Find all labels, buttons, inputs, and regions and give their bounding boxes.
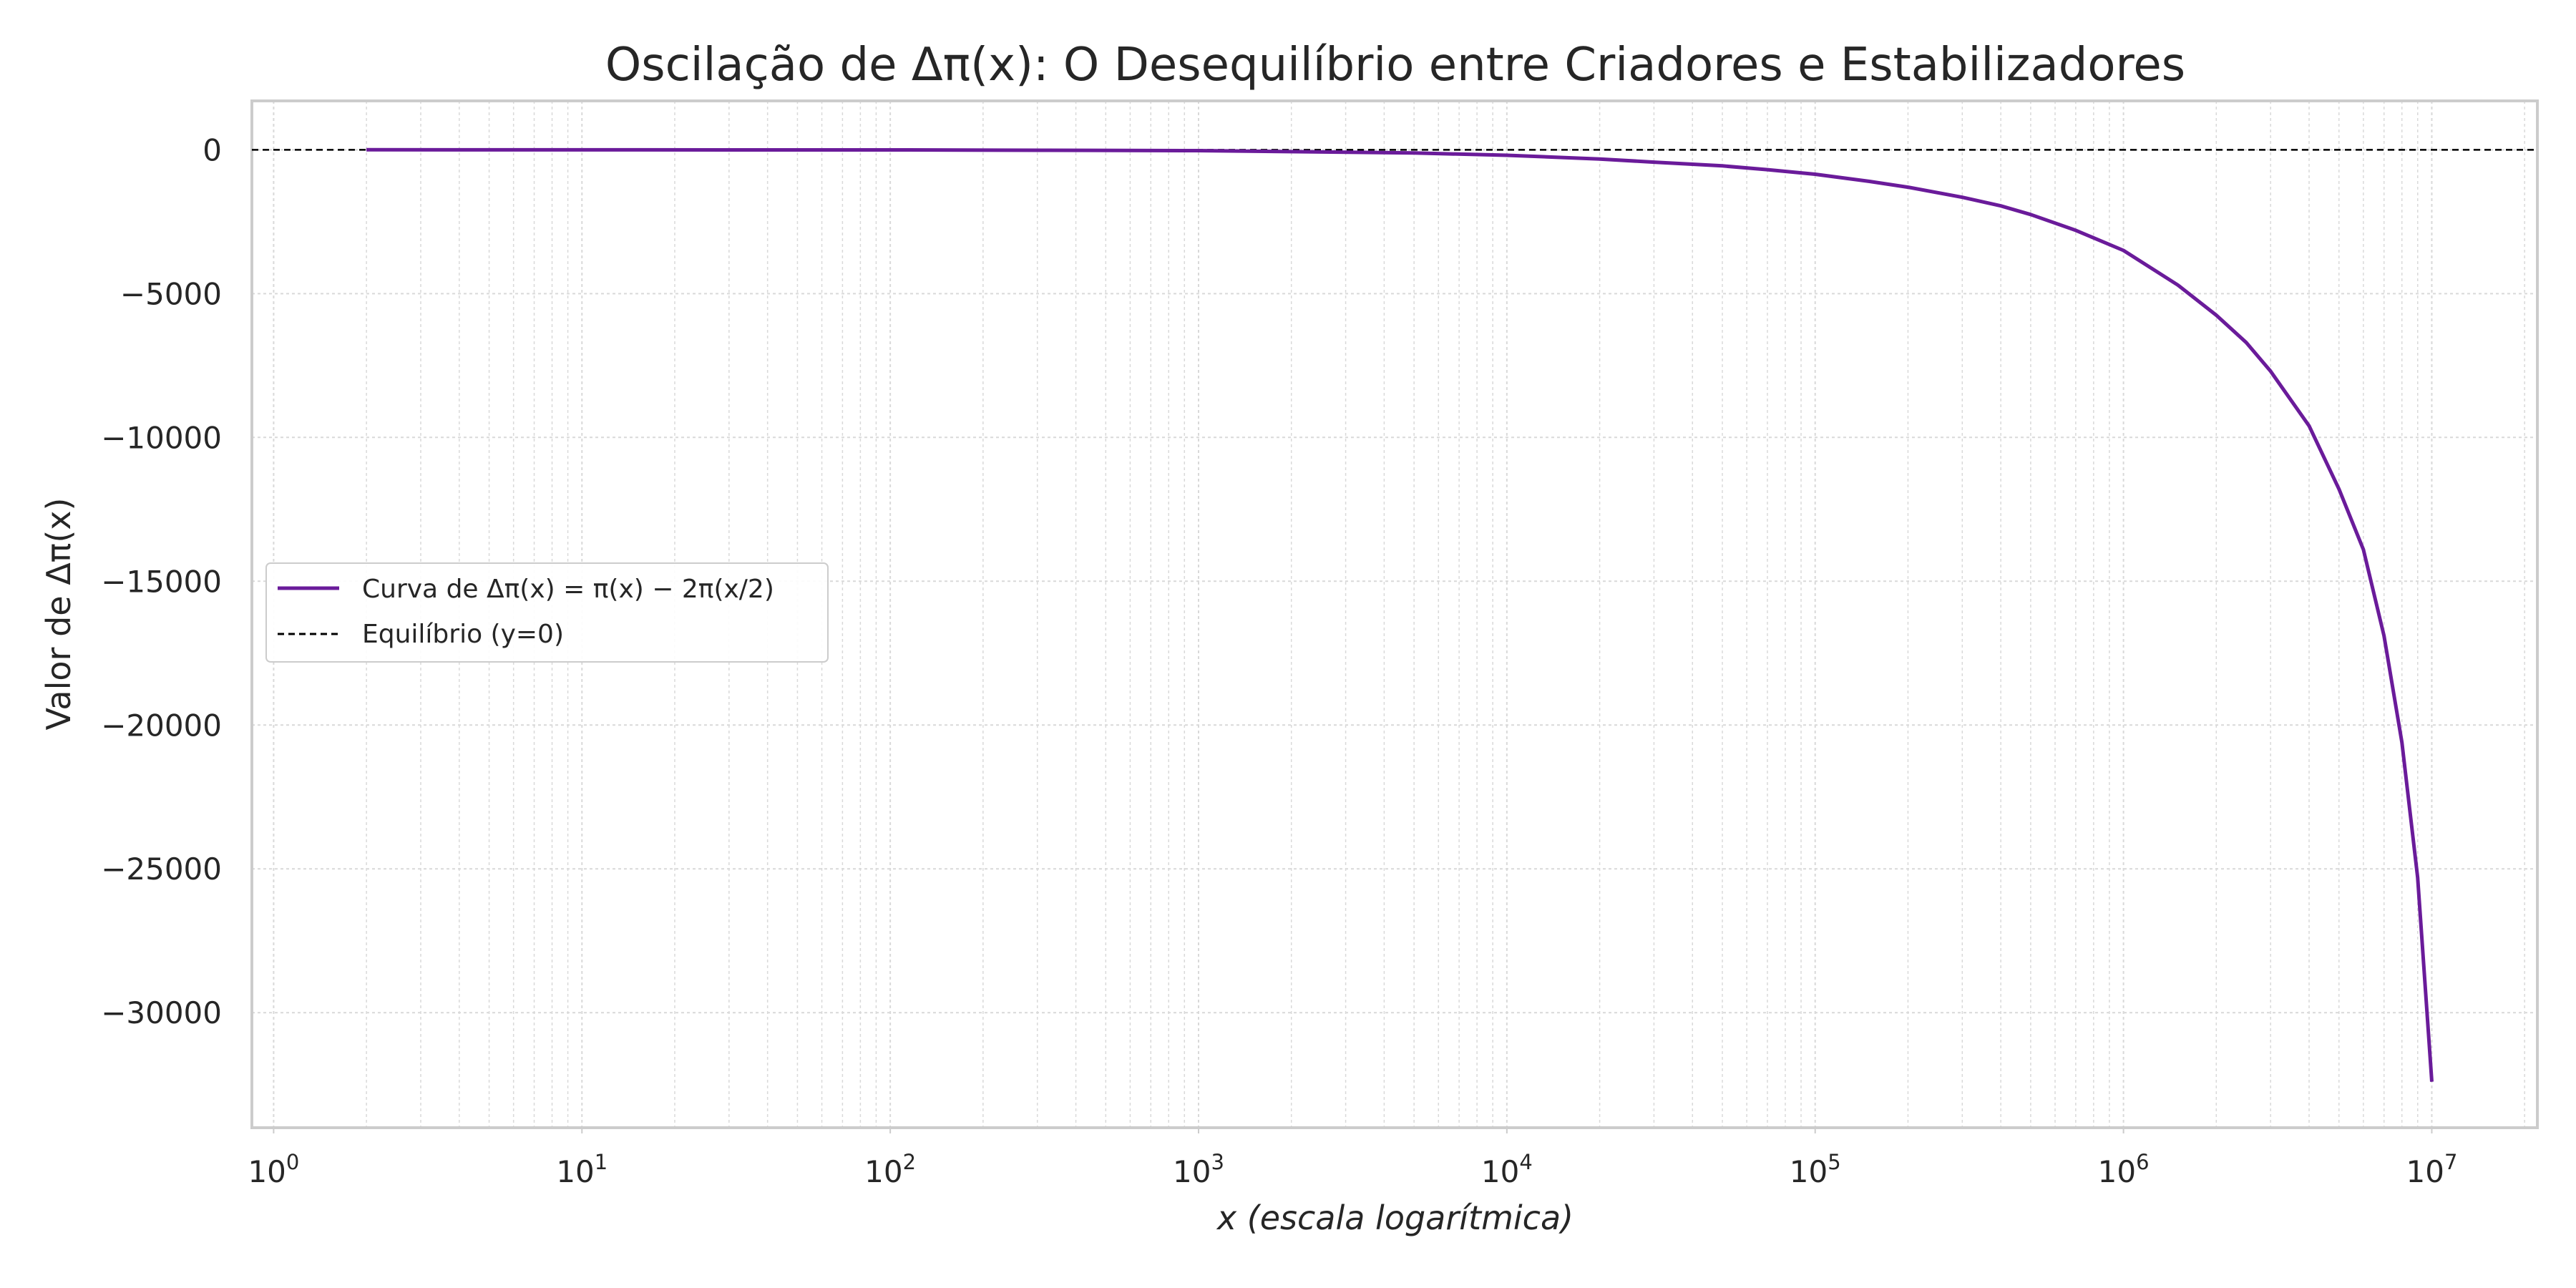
data-point — [2417, 877, 2419, 878]
y-tick-label: −30000 — [101, 995, 222, 1030]
data-point — [2431, 1081, 2432, 1083]
y-tick-label: −25000 — [101, 852, 222, 887]
data-point — [2123, 250, 2124, 251]
x-tick-label: 102 — [864, 1150, 916, 1189]
legend-label-curve: Curva de Δπ(x) = π(x) − 2π(x/2) — [362, 575, 774, 604]
legend-label-equilibrium: Equilíbrio (y=0) — [362, 620, 564, 649]
plot-area — [250, 99, 2539, 1129]
legend-box — [265, 562, 829, 663]
data-point — [2401, 741, 2403, 743]
y-tick-label: −15000 — [101, 564, 222, 599]
data-point — [2177, 284, 2178, 286]
x-axis-label: x (escala logarítmica) — [1216, 1199, 1574, 1237]
y-axis: 0 −5000 −10000 −15000 −20000 −25000 −30000 — [101, 132, 222, 1030]
x-tick-label: 107 — [2406, 1150, 2458, 1189]
y-axis-label: Valor de Δπ(x) — [39, 498, 78, 731]
chart-title: Oscilação de Δπ(x): O Desequilíbrio entr… — [605, 39, 2185, 92]
x-tick-label: 103 — [1173, 1150, 1224, 1189]
data-point — [1599, 158, 1601, 160]
data-point — [1413, 152, 1415, 154]
x-tick-label: 105 — [1790, 1150, 1841, 1189]
x-axis: 100 101 102 103 104 105 106 107 — [248, 1128, 2457, 1189]
data-point — [2245, 342, 2247, 343]
x-tick-label: 106 — [2098, 1150, 2150, 1189]
grid — [252, 101, 2537, 1128]
data-point — [2030, 214, 2031, 215]
x-tick-label: 100 — [248, 1150, 299, 1189]
x-tick-label: 104 — [1481, 1150, 1533, 1189]
y-tick-label: 0 — [203, 132, 222, 167]
data-point — [1722, 165, 1723, 167]
y-tick-label: −20000 — [101, 708, 222, 743]
y-tick-label: −10000 — [101, 420, 222, 455]
x-tick-label: 101 — [556, 1150, 608, 1189]
data-point — [2215, 314, 2217, 316]
y-tick-label: −5000 — [120, 276, 222, 311]
plot-frame — [250, 99, 2539, 1129]
data-point — [1869, 181, 1870, 182]
legend: Curva de Δπ(x) = π(x) − 2π(x/2) Equilíbr… — [265, 562, 829, 663]
